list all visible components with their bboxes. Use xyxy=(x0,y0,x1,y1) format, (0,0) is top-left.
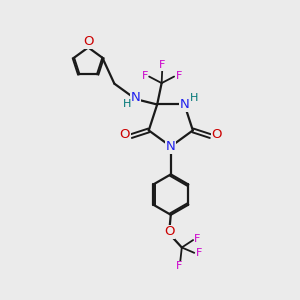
Text: F: F xyxy=(196,248,203,258)
Text: N: N xyxy=(166,140,176,153)
Text: N: N xyxy=(131,91,141,104)
Text: O: O xyxy=(119,128,130,141)
Text: F: F xyxy=(159,60,165,70)
Text: O: O xyxy=(212,128,222,141)
Text: F: F xyxy=(142,71,148,81)
Text: F: F xyxy=(176,261,182,271)
Text: O: O xyxy=(164,225,175,238)
Text: F: F xyxy=(176,71,182,81)
Text: F: F xyxy=(194,234,201,244)
Text: O: O xyxy=(83,35,94,48)
Text: H: H xyxy=(190,93,198,103)
Text: N: N xyxy=(180,98,189,111)
Text: H: H xyxy=(123,100,132,110)
